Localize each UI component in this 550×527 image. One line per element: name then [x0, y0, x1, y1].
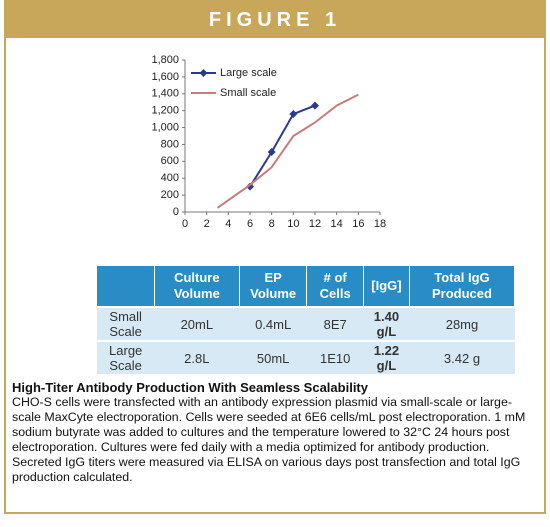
y-tick-label: 1,200 [151, 105, 179, 117]
x-tick-label: 6 [247, 218, 253, 230]
x-tick-label: 18 [374, 218, 386, 230]
data-point [311, 101, 319, 110]
y-tick-label: 1,800 [151, 54, 179, 66]
figure-frame: FIGURE 1 [4, 0, 546, 514]
caption: High-Titer Antibody Production With Seam… [12, 380, 534, 485]
chart: 0 200 400 600 800 1,000 1,200 1,400 1,600 1,800 0 2… [151, 54, 386, 230]
legend-marker [199, 69, 208, 77]
table-cell: Large Scale [97, 340, 155, 374]
table-cell: 0.4mL [239, 306, 307, 341]
x-tick-label: 16 [352, 218, 364, 230]
table-cell: 3.42 g [409, 340, 515, 374]
data-table: Culture Volume EP Volume # of Cells [IgG] To… [97, 266, 516, 374]
table-cell: 50mL [239, 340, 307, 374]
y-tick-label: 200 [161, 189, 179, 201]
header-cell: # of Cells [306, 266, 364, 307]
y-tick-label: 1,400 [151, 88, 179, 100]
table-cell: 8E7 [306, 306, 364, 341]
header-row: Culture Volume EP Volume # of Cells [IgG] To… [97, 266, 516, 307]
caption-body: CHO-S cells were transfected with an ant… [12, 395, 526, 484]
x-tick-label: 8 [269, 218, 275, 230]
x-tick-label: 10 [287, 218, 299, 230]
data-point [267, 148, 276, 157]
caption-title: High-Titer Antibody Production With Seam… [12, 380, 368, 395]
header-cell: EP Volume [239, 266, 308, 307]
table-row: Small Scale 20mL 0.4mL 8E7 1.40 g/L 28mg [97, 306, 515, 341]
header-cell: Total IgG Produced [409, 266, 516, 307]
y-tick-label: 600 [161, 155, 179, 167]
y-tick-label: 1,000 [151, 121, 179, 133]
table-body: Small Scale 20mL 0.4mL 8E7 1.40 g/L 28mg Large… [97, 306, 515, 374]
table-cell: 20mL [154, 306, 240, 341]
table-row: Large Scale 2.8L 50mL 1E10 1.22 g/L 3.42 g [97, 340, 515, 374]
series-line [216, 93, 359, 209]
y-tick-label: 400 [161, 172, 179, 184]
table-cell: Small Scale [97, 306, 155, 341]
data-point [246, 182, 254, 191]
x-tick-label: 14 [331, 218, 343, 230]
x-tick-label: 4 [225, 218, 231, 230]
table-cell: 1.22 g/L [363, 340, 410, 374]
y-tick-label: 800 [161, 138, 179, 150]
legend-label: Small scale [220, 87, 276, 99]
series-line [249, 104, 316, 188]
table-cell: 1E10 [306, 340, 364, 374]
table-cell: 2.8L [154, 340, 240, 374]
x-tick-label: 2 [204, 218, 210, 230]
header-cell: [IgG] [363, 266, 410, 307]
figure-header: FIGURE 1 [6, 0, 544, 38]
x-tick-label: 0 [182, 218, 188, 230]
header-cell [97, 266, 155, 307]
header-cell: Culture Volume [154, 266, 240, 307]
y-tick-label: 1,600 [151, 71, 179, 83]
table-cell: 28mg [409, 306, 515, 341]
legend-label: Large scale [220, 67, 277, 79]
x-tick-label: 12 [309, 218, 321, 230]
data-point [289, 110, 298, 119]
table-cell: 1.40 g/L [363, 306, 410, 341]
y-tick-label: 0 [173, 206, 179, 218]
